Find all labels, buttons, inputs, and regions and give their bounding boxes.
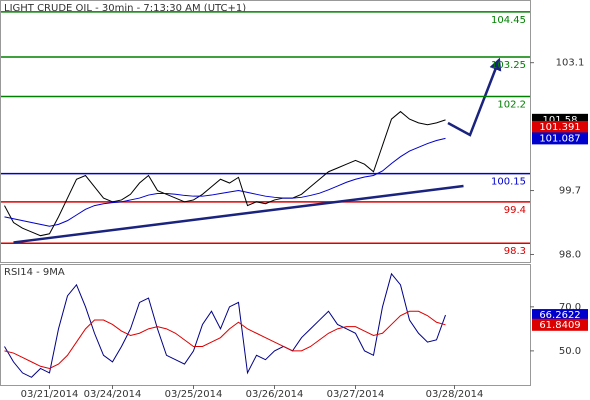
x-tick-label: 03/24/2014: [84, 389, 142, 400]
y-tick-label: 103.1: [556, 58, 585, 69]
x-tick-label: 03/26/2014: [246, 389, 304, 400]
y-tick-label: 50.0: [559, 346, 581, 357]
level-label: 103.25: [491, 60, 526, 71]
series-line: [4, 110, 446, 237]
y-tick-label: 98.0: [559, 249, 581, 260]
level-label: 104.45: [491, 15, 526, 26]
last-value-box: [532, 132, 588, 145]
level-label: 99.4: [504, 205, 526, 216]
level-label: 100.15: [491, 177, 526, 188]
last-value-box: [532, 318, 588, 331]
projection-arrow: [447, 57, 502, 137]
series-line: [4, 272, 446, 378]
last-value-label: 66.2622: [539, 310, 580, 321]
x-tick-label: 03/28/2014: [426, 389, 484, 400]
last-value-label: 101.087: [539, 133, 580, 144]
last-value-label: 101.58: [543, 115, 578, 126]
series-line: [4, 137, 446, 227]
last-value-label: 101.391: [539, 122, 580, 133]
trendline: [13, 184, 464, 244]
chart-title: LIGHT CRUDE OIL - 30min - 7:13:30 AM (UT…: [4, 3, 246, 14]
price-frame: [0, 0, 531, 263]
last-value-label: 61.8409: [539, 320, 580, 331]
level-label: 102.2: [497, 100, 526, 111]
rsi-title: RSI14 - 9MA: [4, 267, 65, 278]
series-line: [4, 310, 446, 370]
y-tick-label: 99.7: [559, 186, 581, 197]
y-tick-label: 70.0: [559, 302, 581, 313]
last-value-box: [532, 309, 588, 322]
x-tick-label: 03/27/2014: [327, 389, 385, 400]
x-tick-label: 03/25/2014: [165, 389, 223, 400]
level-label: 98.3: [504, 246, 526, 257]
rsi-frame: [0, 264, 531, 386]
last-value-box: [532, 120, 588, 133]
x-tick-label: 03/21/2014: [21, 389, 79, 400]
